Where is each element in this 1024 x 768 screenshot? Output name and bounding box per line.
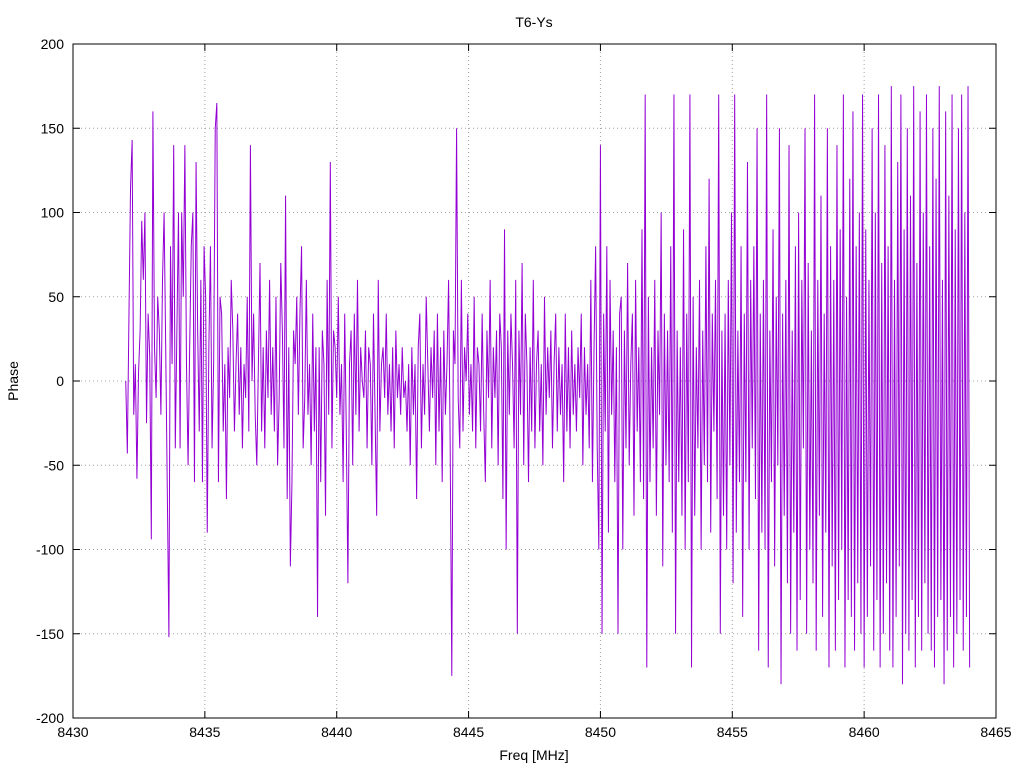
series-line-0 <box>125 86 971 685</box>
y-tick-label: -200 <box>36 710 64 726</box>
x-tick-label: 8445 <box>453 724 484 740</box>
y-tick-label: 150 <box>41 120 65 136</box>
y-tick-label: -50 <box>44 457 64 473</box>
y-tick-label: 100 <box>41 205 65 221</box>
x-tick-label: 8465 <box>980 724 1011 740</box>
y-tick-label: 0 <box>56 373 64 389</box>
y-axis-label: Phase <box>5 361 21 401</box>
x-axis-label: Freq [MHz] <box>499 747 568 763</box>
x-tick-label: 8440 <box>321 724 352 740</box>
y-axis: 200 150 100 50 0 -50 -100 -150 -200 <box>36 36 996 726</box>
y-tick-label: 50 <box>48 289 64 305</box>
x-tick-label: 8450 <box>585 724 616 740</box>
x-axis: 8430 8435 8440 8445 8450 8455 8460 8465 <box>57 44 1012 740</box>
x-tick-label: 8435 <box>189 724 220 740</box>
chart-title: T6-Ys <box>515 14 552 30</box>
y-tick-label: 200 <box>41 36 65 52</box>
x-tick-label: 8430 <box>57 724 88 740</box>
series-layer <box>125 86 971 685</box>
x-tick-label: 8455 <box>717 724 748 740</box>
y-tick-label: -100 <box>36 542 64 558</box>
x-tick-label: 8460 <box>849 724 880 740</box>
y-tick-label: -150 <box>36 626 64 642</box>
